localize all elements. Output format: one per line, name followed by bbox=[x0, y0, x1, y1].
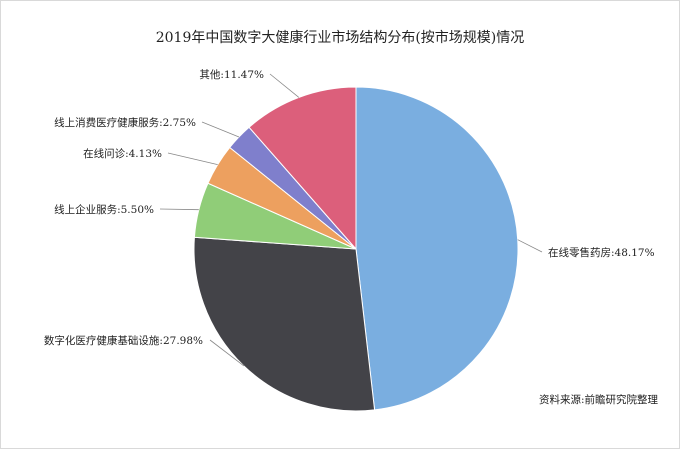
leader-line bbox=[167, 152, 218, 166]
slice-label: 数字化医疗健康基础设施:27.98% bbox=[44, 334, 203, 347]
pie-slice bbox=[248, 86, 357, 251]
pie-slices bbox=[193, 86, 519, 412]
slice-label: 线上企业服务:5.50% bbox=[54, 203, 154, 216]
leader-line bbox=[209, 339, 245, 367]
source-note: 资料来源:前瞻研究院整理 bbox=[539, 393, 659, 406]
leader-line bbox=[201, 121, 240, 138]
leader-line bbox=[269, 73, 300, 98]
leader-lines bbox=[159, 73, 543, 367]
pie-slice bbox=[355, 86, 519, 411]
slice-label: 在线零售药房:48.17% bbox=[548, 246, 655, 259]
pie-slice bbox=[193, 236, 376, 412]
slice-labels: 在线零售药房:48.17% 数字化医疗健康基础设施:27.98% 线上企业服务:5.… bbox=[44, 68, 655, 347]
slice-label: 线上消费医疗健康服务:2.75% bbox=[54, 116, 196, 129]
slice-label: 其他:11.47% bbox=[199, 68, 264, 81]
chart-title: 2019年中国数字大健康行业市场结构分布(按市场规模)情况 bbox=[156, 29, 525, 46]
leader-line bbox=[517, 239, 543, 253]
leader-line bbox=[159, 208, 199, 211]
slice-label: 在线问诊:4.13% bbox=[83, 147, 162, 160]
